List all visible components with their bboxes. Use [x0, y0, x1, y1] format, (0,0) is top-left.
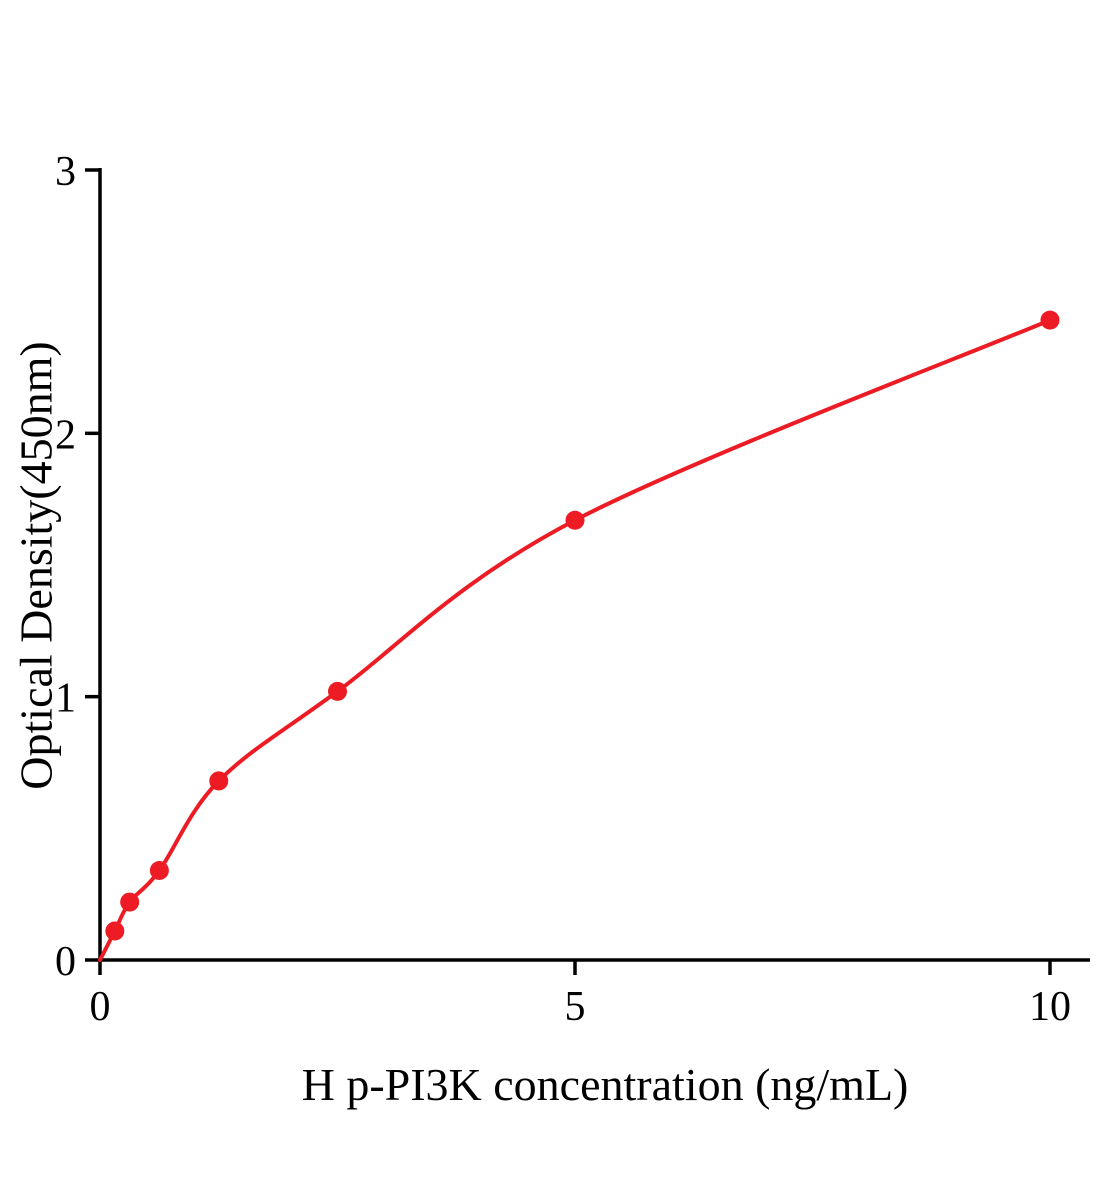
data-point — [209, 771, 229, 791]
x-tick-label: 10 — [1029, 984, 1071, 1030]
y-tick-label: 0 — [55, 939, 76, 985]
data-point — [105, 921, 125, 941]
x-axis-label: H p-PI3K concentration (ng/mL) — [301, 1059, 909, 1110]
x-tick-label: 5 — [565, 984, 586, 1030]
data-point — [149, 860, 169, 880]
y-tick-label: 1 — [55, 676, 76, 722]
data-point — [565, 510, 585, 530]
y-tick-label: 2 — [55, 412, 76, 458]
data-point — [1040, 310, 1060, 330]
y-tick-label: 3 — [55, 149, 76, 195]
fit-curve — [98, 318, 1052, 962]
data-point — [328, 681, 347, 701]
x-tick-label: 0 — [90, 984, 111, 1030]
data-point — [120, 892, 140, 912]
